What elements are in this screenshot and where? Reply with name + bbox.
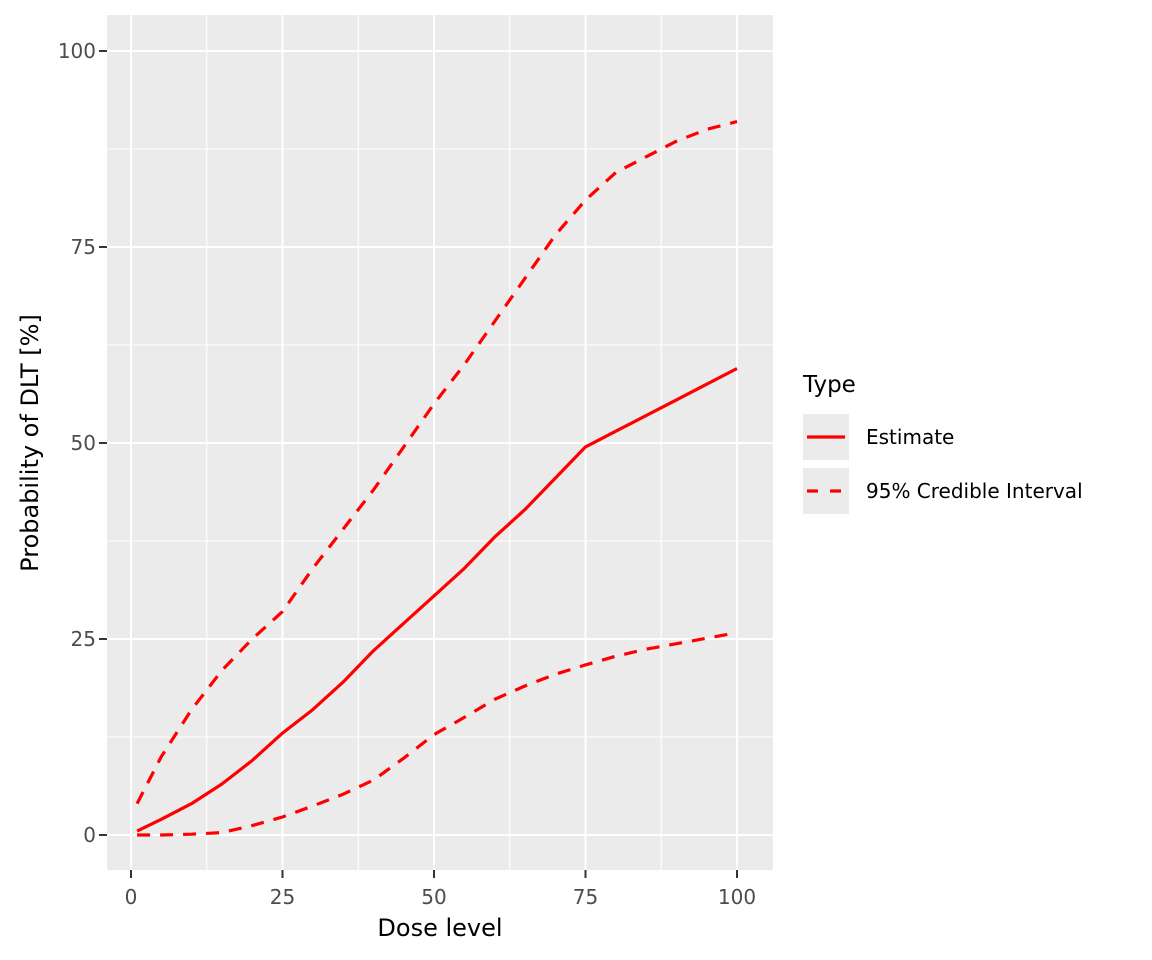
legend-label-credible-interval: 95% Credible Interval <box>866 479 1083 503</box>
axis-tick-marks <box>99 50 738 878</box>
y-tick-label-100: 100 <box>57 39 96 63</box>
legend-item-estimate: Estimate <box>803 414 1083 460</box>
x-tick-label-50: 50 <box>421 885 447 909</box>
y-axis-title: Probability of DLT [%] <box>16 314 44 572</box>
legend: Type Estimate 95% Credible Interval <box>803 372 1083 522</box>
x-axis-title: Dose level <box>377 914 503 942</box>
x-tick-label-0: 0 <box>124 885 138 909</box>
grid-major-lines <box>107 15 773 870</box>
95-credible-interval-lower--line <box>137 631 738 837</box>
x-tick-label-75: 75 <box>572 885 599 909</box>
y-tick-label-75: 75 <box>70 235 96 259</box>
legend-label-estimate: Estimate <box>866 425 955 449</box>
y-tick-label-25: 25 <box>70 627 96 651</box>
y-tick-label-50: 50 <box>70 431 96 455</box>
estimate-line <box>136 367 738 833</box>
series-lines <box>135 120 738 837</box>
legend-key-dashed <box>803 468 849 514</box>
legend-key-solid <box>803 414 849 460</box>
x-tick-label-100: 100 <box>717 885 757 909</box>
95-credible-interval-upper--line <box>135 120 738 805</box>
legend-title: Type <box>803 372 856 398</box>
x-tick-label-25: 25 <box>269 885 296 909</box>
y-tick-label-0: 0 <box>83 823 96 847</box>
legend-item-credible-interval: 95% Credible Interval <box>803 468 1083 514</box>
